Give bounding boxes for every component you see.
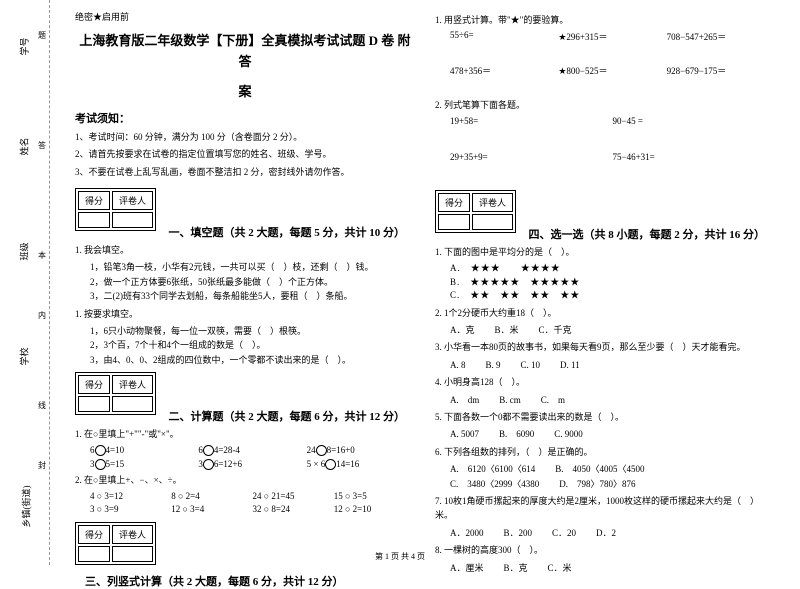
calc-row: 3 ○ 3=912 ○ 3=432 ○ 8=2412 ○ 2=10 [90,504,415,514]
sb-label: 学号 [18,37,31,55]
q1: 1. 我会填空。 [75,243,415,257]
page-footer: 第 1 页 共 4 页 [0,551,800,562]
s3-q1: 1. 用竖式计算。带"★"的要验算。 [435,13,775,27]
sb-marker: 本 [38,250,46,261]
sb-marker: 封 [38,460,46,471]
options: A. 8B. 9C. 10D. 11 [450,358,775,372]
calc-row: 19+58=90−45 = [450,116,775,126]
score-box: 得分评卷人 [75,372,156,415]
section-1-heading: 一、填空题（共 2 大题，每题 5 分，共计 10 分） [169,224,406,240]
sb-marker: 题 [38,30,46,41]
exam-title-sub: 案 [75,81,415,100]
sb-label: 班级 [18,242,31,260]
calc-row: 4 ○ 3=128 ○ 2=424 ○ 21=4515 ○ 3=5 [90,491,415,501]
options: A. dmB. cmC. m [450,393,775,407]
options: A．厘米B．克C．米 [450,561,775,575]
calc-row: 55÷6=★296+315＝708−547+265＝ [450,30,775,43]
s4-q7: 7. 10枚1角硬币摞起来的厚度大约是2厘米，1000枚这样的硬币摞起来大约是（… [435,494,775,523]
section-2-heading: 二、计算题（共 2 大题，每题 6 分，共计 12 分） [169,408,406,424]
options: A. 5007B. 6090C. 9000 [450,427,775,441]
score-box: 得分评卷人 [435,190,516,233]
star-option-a: A. ★★★ ★★★★ [450,262,775,276]
sb-marker: 线 [38,400,46,411]
star-option-c: C. ★★ ★★ ★★ ★★ [450,289,775,303]
s4-q2: 2. 1个2分硬币大约重18（ ）。 [435,306,775,320]
exam-title: 上海教育版二年级数学【下册】全真模拟考试试题 D 卷 附答 [75,31,415,73]
q1-sub: 1，铅笔3角一枝，小华有2元钱，一共可以买（ ）枝，还剩（ ）钱。 [90,260,415,274]
q2-sub: 3，由4、0、0、2组成的四位数中，一个零都不读出来的是（ ）。 [90,353,415,367]
sb-label: 学校 [18,347,31,365]
calc-row: 478+356＝★800−525＝928−679−175＝ [450,64,775,77]
notice-heading: 考试须知： [75,110,415,126]
sb-label: 姓名 [18,137,31,155]
left-column: 绝密★启用前 上海教育版二年级数学【下册】全真模拟考试试题 D 卷 附答 案 考… [65,10,425,560]
s4-q5: 5. 下面各数一个0都不需要读出来的数是（ ）。 [435,410,775,424]
s4-q6: 6. 下列各组数的排列，（ ）是正确的。 [435,445,775,459]
calc-row: 29+35+9=75−46+31= [450,152,775,162]
s3-q2: 2. 列式笔算下面各题。 [435,98,775,112]
s4-q4: 4. 小明身高128（ ）。 [435,375,775,389]
q1-sub: 2，做一个正方体要6张纸，50张纸最多能做（ ）个正方体。 [90,275,415,289]
notice-item: 1、考试时间：60 分钟，满分为 100 分（含卷面分 2 分）。 [75,131,415,145]
right-column: 1. 用竖式计算。带"★"的要验算。 55÷6=★296+315＝708−547… [425,10,785,560]
secrecy-tag: 绝密★启用前 [75,10,415,23]
sb-marker: 答 [38,140,46,151]
star-option-b: B. ★★★★★ ★★★★★ [450,276,775,290]
main-content: 绝密★启用前 上海教育版二年级数学【下册】全真模拟考试试题 D 卷 附答 案 考… [50,0,800,565]
section-4-heading: 四、选一选（共 8 小题，每题 2 分，共计 16 分） [529,226,766,242]
q2-sub: 2，3个百，7个十和4个一组成的数是（ ）。 [90,338,415,352]
options: A. 6120〈6100〈614B. 4050〈4005〈4500 [450,462,775,476]
sb-marker: 内 [38,310,46,321]
calc-row: 35=1536=12+65 × 614=16 [90,459,415,470]
s2-q2: 2. 在○里填上+、−、×、÷。 [75,473,415,487]
calc-row: 64=1064=28-4248=16+0 [90,445,415,456]
notice-item: 2、请首先按要求在试卷的指定位置填写您的姓名、班级、学号。 [75,148,415,162]
sb-label: 乡镇(街道) [20,486,33,528]
q2: 1. 按要求填空。 [75,307,415,321]
options: A．2000B．200C．20D．2 [450,526,775,540]
binding-sidebar: 学号 姓名 班级 学校 乡镇(街道) 题 答 本 内 线 封 [0,0,50,565]
options: C. 3480〈2999〈4380D. 798〉780〉876 [450,477,775,491]
q2-sub: 1，6只小动物聚餐，每一位一双筷，需要（ ）根筷。 [90,324,415,338]
score-box: 得分评卷人 [75,188,156,231]
s2-q1: 1. 在○里填上"+""-"或"×"。 [75,427,415,441]
q1-sub: 3，二(2)班有33个同学去划船，每条船能坐5人，要租（ ）条船。 [90,289,415,303]
s4-q3: 3. 小华看一本80页的故事书，如果每天看9页，那么至少要（ ）天才能看完。 [435,340,775,354]
notice-item: 3、不要在试卷上乱写乱画，卷面不整洁扣 2 分，密封线外请勿作答。 [75,166,415,180]
s4-q1: 1. 下面的图中是平均分的是（ ）。 [435,245,775,259]
options: A．克B．米C．千克 [450,323,775,337]
section-3-heading: 三、列竖式计算（共 2 大题，每题 6 分，共计 12 分） [85,573,344,589]
